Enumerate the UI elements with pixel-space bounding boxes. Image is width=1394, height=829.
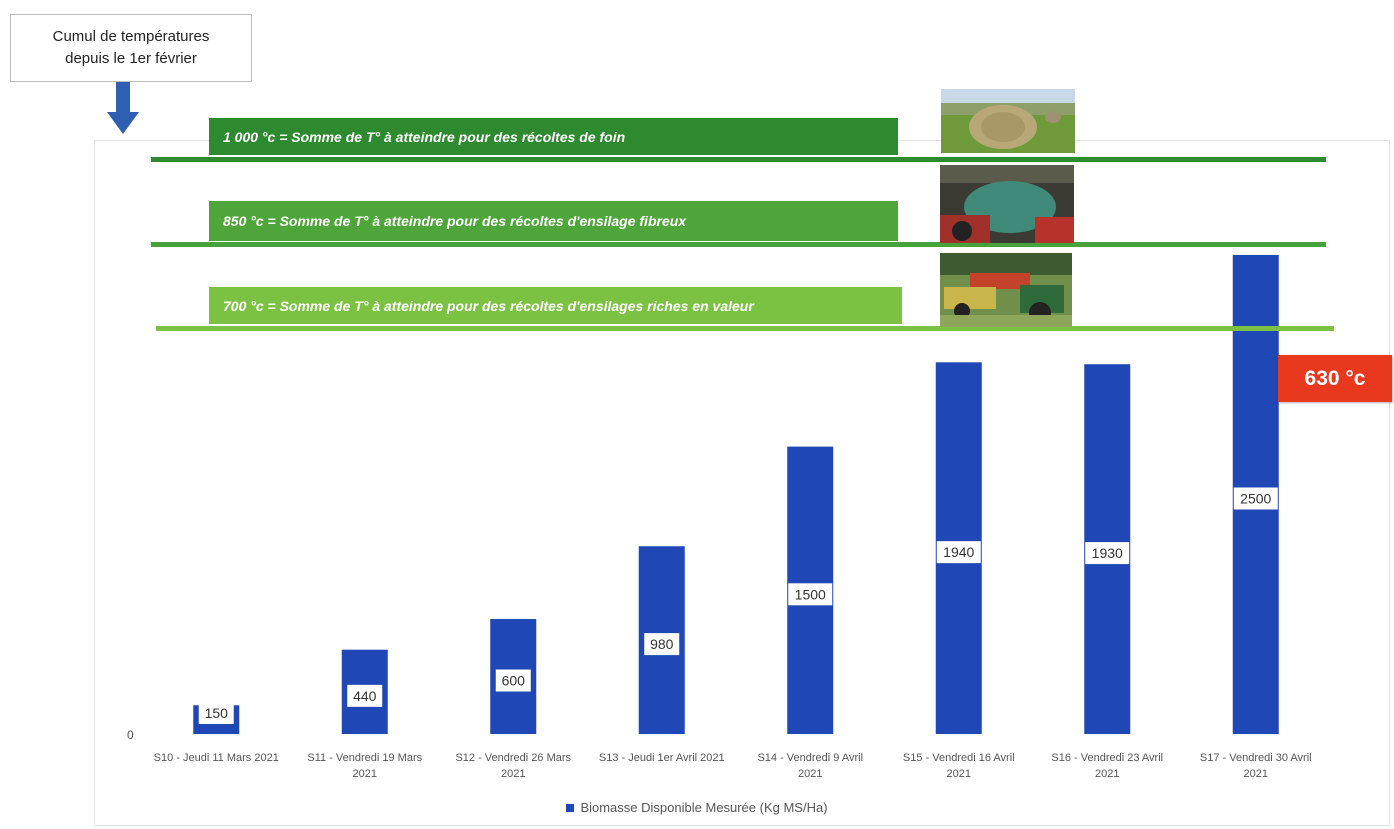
callout-line-1: Cumul de températures (52, 28, 210, 46)
x-tick-label-1-0: S11 - Vendredi 19 Mars (307, 752, 422, 764)
x-tick-label-6-1: 2021 (1095, 768, 1119, 780)
x-tick-label-4-0: S14 - Vendredi 9 Avril (757, 752, 863, 764)
threshold-line-fibrous-silage (151, 242, 1326, 247)
x-tick-label-6-0: S16 - Vendredi 23 Avril (1051, 752, 1163, 764)
harvester-photo (940, 253, 1072, 327)
silage-machine-photo (940, 165, 1074, 243)
x-tick-label-2-0: S12 - Vendredi 26 Mars (455, 752, 571, 764)
temperature-sum-callout: Cumul de températures depuis le 1er févr… (10, 14, 252, 82)
data-label-text-0: 150 (205, 705, 229, 721)
data-label-2: 600 (495, 669, 531, 692)
plot-frame (94, 140, 1390, 826)
data-label-text-2: 600 (502, 673, 526, 689)
x-tick-label-1-1: 2021 (353, 768, 377, 780)
x-tick-label-7-0: S17 - Vendredi 30 Avril (1200, 752, 1312, 764)
data-label-box-4 (788, 583, 833, 606)
data-label-1: 440 (347, 684, 383, 707)
hay-bale-photo (941, 89, 1075, 153)
threshold-line-hay (151, 157, 1326, 162)
down-arrow-icon (107, 82, 139, 134)
x-tick-label-3-0: S13 - Jeudi 1er Avril 2021 (599, 752, 725, 764)
data-label-box-3 (644, 633, 680, 656)
x-tick-label-2-1: 2021 (501, 768, 525, 780)
data-label-0: 150 (198, 702, 234, 724)
data-label-text-7: 2500 (1240, 491, 1271, 507)
data-label-box-0 (198, 702, 234, 724)
x-tick-label-5-1: 2021 (947, 768, 971, 780)
x-tick-label-7-1: 2021 (1244, 768, 1268, 780)
chart-legend: Biomasse Disponible Mesurée (Kg MS/Ha) (0, 800, 1394, 815)
legend-label: Biomasse Disponible Mesurée (Kg MS/Ha) (580, 800, 828, 815)
data-label-text-4: 1500 (795, 586, 826, 602)
data-label-text-3: 980 (650, 636, 674, 652)
data-label-box-6 (1085, 542, 1130, 565)
data-label-6: 1930 (1085, 542, 1130, 565)
data-label-text-5: 1940 (943, 544, 974, 560)
data-label-7: 2500 (1233, 487, 1278, 510)
data-label-box-1 (347, 684, 383, 707)
data-label-5: 1940 (936, 541, 981, 564)
legend-swatch (566, 804, 575, 812)
x-tick-label-4-1: 2021 (798, 768, 822, 780)
current-temperature-badge: 630 °c (1278, 355, 1392, 402)
threshold-banner-hay: 1 000 °c = Somme de T° à atteindre pour … (209, 118, 898, 155)
x-tick-label-5-0: S15 - Vendredi 16 Avril (903, 752, 1015, 764)
data-label-4: 1500 (788, 583, 833, 606)
threshold-banner-rich-silage: 700 °c = Somme de T° à atteindre pour de… (209, 287, 902, 324)
callout-line-2: depuis le 1er février (65, 50, 197, 67)
data-label-box-7 (1233, 487, 1278, 510)
data-label-text-6: 1930 (1092, 545, 1123, 561)
threshold-banner-fibrous-silage: 850 °c = Somme de T° à atteindre pour de… (209, 201, 898, 241)
data-label-3: 980 (644, 633, 680, 656)
y-tick-label-0: 0 (127, 728, 134, 742)
x-tick-label-0-0: S10 - Jeudi 11 Mars 2021 (154, 752, 279, 764)
threshold-line-rich-silage (156, 326, 1334, 331)
data-label-box-2 (495, 669, 531, 692)
data-label-text-1: 440 (353, 688, 377, 704)
data-label-box-5 (936, 541, 981, 564)
